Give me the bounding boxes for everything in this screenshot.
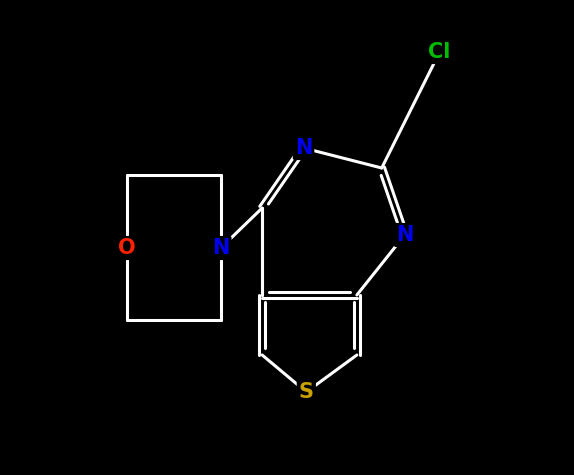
Text: N: N <box>396 225 413 245</box>
Text: S: S <box>299 382 314 402</box>
Text: N: N <box>212 238 230 258</box>
Text: Cl: Cl <box>428 42 451 62</box>
Text: N: N <box>295 138 312 158</box>
Text: O: O <box>118 238 136 258</box>
